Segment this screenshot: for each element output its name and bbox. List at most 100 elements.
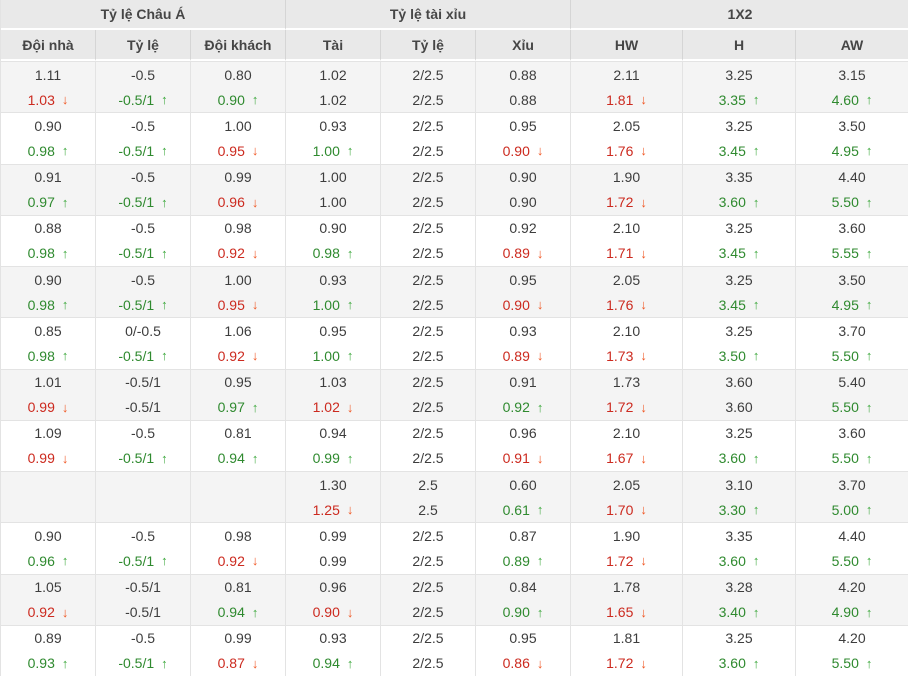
odds-cell: 2.05 1.76 ↓ bbox=[571, 267, 683, 318]
opening-odds-value: 1.05 bbox=[34, 579, 62, 596]
opening-odds-value: 1.06 bbox=[224, 322, 252, 339]
live-odds-text: 2/2.5 bbox=[412, 450, 444, 467]
trend-down-icon: ↓ bbox=[251, 553, 259, 569]
odds-cell: 0.81 0.94 ↑ bbox=[191, 420, 286, 471]
live-odds-text: 0.98 bbox=[27, 245, 55, 262]
table-row: 1.30 1.25 ↓ 2.5 2.5 0.60 0.61 ↑ 2.05 1.70 ↓ 3.10 3.3… bbox=[1, 471, 908, 523]
odds-cell: 0.95 0.90 ↓ bbox=[476, 267, 571, 318]
odds-cell: 3.70 5.00 ↑ bbox=[796, 472, 908, 523]
odds-cell: 2/2.5 2/2.5 bbox=[381, 574, 476, 625]
odds-cell: 3.25 3.35 ↑ bbox=[683, 62, 796, 113]
live-odds-value: 0.90 ↓ bbox=[286, 600, 380, 625]
live-odds-value: 3.60 ↑ bbox=[683, 548, 795, 573]
opening-odds-value: 3.60 bbox=[725, 374, 753, 391]
opening-odds-value: 0.81 bbox=[224, 579, 252, 596]
trend-up-icon: ↑ bbox=[865, 553, 873, 569]
live-odds-value: 0.90 ↑ bbox=[476, 600, 570, 625]
opening-odds-value: 0.93 bbox=[509, 322, 537, 339]
trend-down-icon: ↓ bbox=[640, 245, 647, 261]
live-odds-value: 0.90 bbox=[476, 190, 570, 215]
trend-up-icon: ↑ bbox=[161, 194, 168, 210]
live-odds-value: 2/2.5 bbox=[381, 190, 475, 215]
trend-up-icon: ↑ bbox=[865, 92, 873, 108]
opening-odds-value: 4.40 bbox=[838, 527, 866, 544]
trend-down-icon: ↓ bbox=[640, 297, 647, 313]
live-odds-value: 0.90 ↓ bbox=[476, 292, 570, 317]
trend-up-icon: ↑ bbox=[251, 604, 259, 620]
trend-down-icon: ↓ bbox=[640, 92, 647, 108]
opening-odds-value: 0.85 bbox=[34, 322, 62, 339]
live-odds-text: -0.5/1 bbox=[118, 552, 155, 569]
table-row: 1.09 0.99 ↓ -0.5 -0.5/1 ↑ 0.81 0.94 ↑ 0.94 0.99 ↑ 2/… bbox=[1, 419, 908, 471]
opening-odds-value: 1.01 bbox=[34, 374, 62, 391]
opening-odds-value: 4.40 bbox=[838, 169, 866, 186]
column-header-under: Xỉu bbox=[476, 30, 571, 61]
trend-up-icon: ↑ bbox=[161, 245, 168, 261]
odds-cell: -0.5 -0.5/1 ↑ bbox=[96, 164, 191, 215]
odds-cell: 2.5 2.5 bbox=[381, 472, 476, 523]
live-odds-value: -0.5/1 ↑ bbox=[96, 190, 190, 215]
live-odds-text: 2/2.5 bbox=[412, 245, 444, 262]
live-odds-text: 0.90 bbox=[509, 194, 537, 211]
trend-up-icon: ↑ bbox=[61, 245, 69, 261]
odds-cell bbox=[191, 472, 286, 523]
live-odds-value: 0.98 ↑ bbox=[1, 343, 95, 368]
opening-odds-value: -0.5 bbox=[130, 527, 156, 544]
live-odds-value: 2/2.5 bbox=[381, 138, 475, 163]
trend-up-icon: ↑ bbox=[161, 348, 168, 364]
live-odds-text: -0.5/1 bbox=[118, 142, 155, 159]
live-odds-value: 0.92 ↓ bbox=[1, 600, 95, 625]
group-header-row: Tỷ lệ Châu Á Tỷ lệ tài xỉu 1X2 bbox=[1, 0, 908, 30]
odds-cell: 1.09 0.99 ↓ bbox=[1, 420, 96, 471]
live-odds-text: 0.99 bbox=[27, 450, 55, 467]
column-header-over: Tài bbox=[286, 30, 381, 61]
live-odds-value: 0.98 ↑ bbox=[1, 241, 95, 266]
opening-odds-value: 2/2.5 bbox=[412, 579, 444, 596]
opening-odds-value: 3.25 bbox=[725, 66, 753, 83]
trend-up-icon: ↑ bbox=[161, 553, 168, 569]
opening-odds-value: 0.90 bbox=[34, 117, 62, 134]
live-odds-text: -0.5/1 bbox=[125, 399, 161, 416]
trend-up-icon: ↑ bbox=[251, 92, 259, 108]
opening-odds-value: 0.80 bbox=[224, 66, 252, 83]
opening-odds-value: 1.02 bbox=[319, 66, 347, 83]
opening-odds-value: 0.81 bbox=[224, 425, 252, 442]
live-odds-text: 5.50 bbox=[831, 347, 859, 364]
odds-cell: 2/2.5 2/2.5 bbox=[381, 318, 476, 369]
live-odds-text: -0.5/1 bbox=[118, 91, 155, 108]
trend-up-icon: ↑ bbox=[346, 297, 354, 313]
opening-odds-value: 1.30 bbox=[319, 476, 347, 493]
group-header-asian-handicap: Tỷ lệ Châu Á bbox=[1, 0, 286, 30]
live-odds-text: -0.5/1 bbox=[118, 450, 155, 467]
odds-cell: 2/2.5 2/2.5 bbox=[381, 113, 476, 164]
live-odds-value: 3.60 ↑ bbox=[683, 651, 795, 676]
odds-cell: 1.06 0.92 ↓ bbox=[191, 318, 286, 369]
opening-odds-value: 0.88 bbox=[34, 220, 62, 237]
live-odds-text: 0.88 bbox=[509, 91, 537, 108]
odds-cell: 3.70 5.50 ↑ bbox=[796, 318, 908, 369]
odds-cell: 1.02 1.02 bbox=[286, 62, 381, 113]
trend-down-icon: ↓ bbox=[640, 604, 647, 620]
opening-odds-value: -0.5 bbox=[130, 169, 156, 186]
odds-cell: 4.20 4.90 ↑ bbox=[796, 574, 908, 625]
live-odds-value: 0.89 ↓ bbox=[476, 241, 570, 266]
live-odds-value: 2/2.5 bbox=[381, 87, 475, 112]
live-odds-text: -0.5/1 bbox=[118, 296, 155, 313]
opening-odds-value: 3.10 bbox=[725, 476, 753, 493]
odds-cell: 2/2.5 2/2.5 bbox=[381, 625, 476, 676]
live-odds-text: 3.60 bbox=[718, 552, 746, 569]
live-odds-text: 0.96 bbox=[27, 552, 55, 569]
live-odds-text: 3.60 bbox=[718, 450, 746, 467]
live-odds-text: 0.91 bbox=[502, 450, 530, 467]
odds-cell: -0.5/1 -0.5/1 bbox=[96, 574, 191, 625]
odds-cell: 0.94 0.99 ↑ bbox=[286, 420, 381, 471]
live-odds-text: 3.35 bbox=[718, 91, 746, 108]
trend-up-icon: ↑ bbox=[865, 450, 873, 466]
live-odds-text: 5.50 bbox=[831, 552, 859, 569]
odds-cell: 0.93 1.00 ↑ bbox=[286, 113, 381, 164]
odds-cell: 1.30 1.25 ↓ bbox=[286, 472, 381, 523]
odds-cell: 0.89 0.93 ↑ bbox=[1, 625, 96, 676]
live-odds-text: 1.72 bbox=[606, 399, 634, 416]
opening-odds-value: 3.28 bbox=[725, 579, 753, 596]
live-odds-text: 0.94 bbox=[217, 450, 245, 467]
